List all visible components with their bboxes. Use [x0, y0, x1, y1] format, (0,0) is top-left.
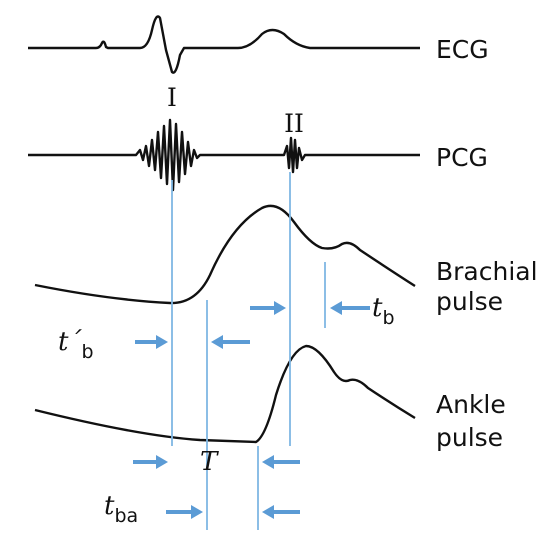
- ankle-wave: [34, 344, 416, 444]
- subscript: ba: [114, 505, 138, 527]
- T-label: T: [200, 447, 219, 477]
- ankle-label: Ankle: [436, 390, 506, 419]
- pcg-label: PCG: [436, 143, 488, 172]
- brachial-label: Brachial: [436, 257, 538, 286]
- t-b-prime-label: t´b: [58, 327, 94, 363]
- ecg-wave: [28, 15, 420, 74]
- subscript: b: [81, 341, 93, 363]
- symbol: t´: [58, 327, 82, 357]
- pcg-wave: [28, 118, 420, 192]
- sound-label: I: [167, 83, 177, 112]
- t-b-label: tb: [372, 293, 395, 329]
- symbol: t: [104, 491, 115, 521]
- ecg-label: ECG: [436, 35, 489, 64]
- brachial-label: pulse: [436, 287, 503, 316]
- brachial-wave: [34, 204, 416, 305]
- t-ba-label: tba: [104, 491, 138, 527]
- symbol: t: [372, 293, 383, 323]
- sound-label: II: [284, 109, 304, 138]
- ankle-label: pulse: [436, 423, 503, 452]
- subscript: b: [382, 307, 394, 329]
- arrows: [133, 301, 370, 519]
